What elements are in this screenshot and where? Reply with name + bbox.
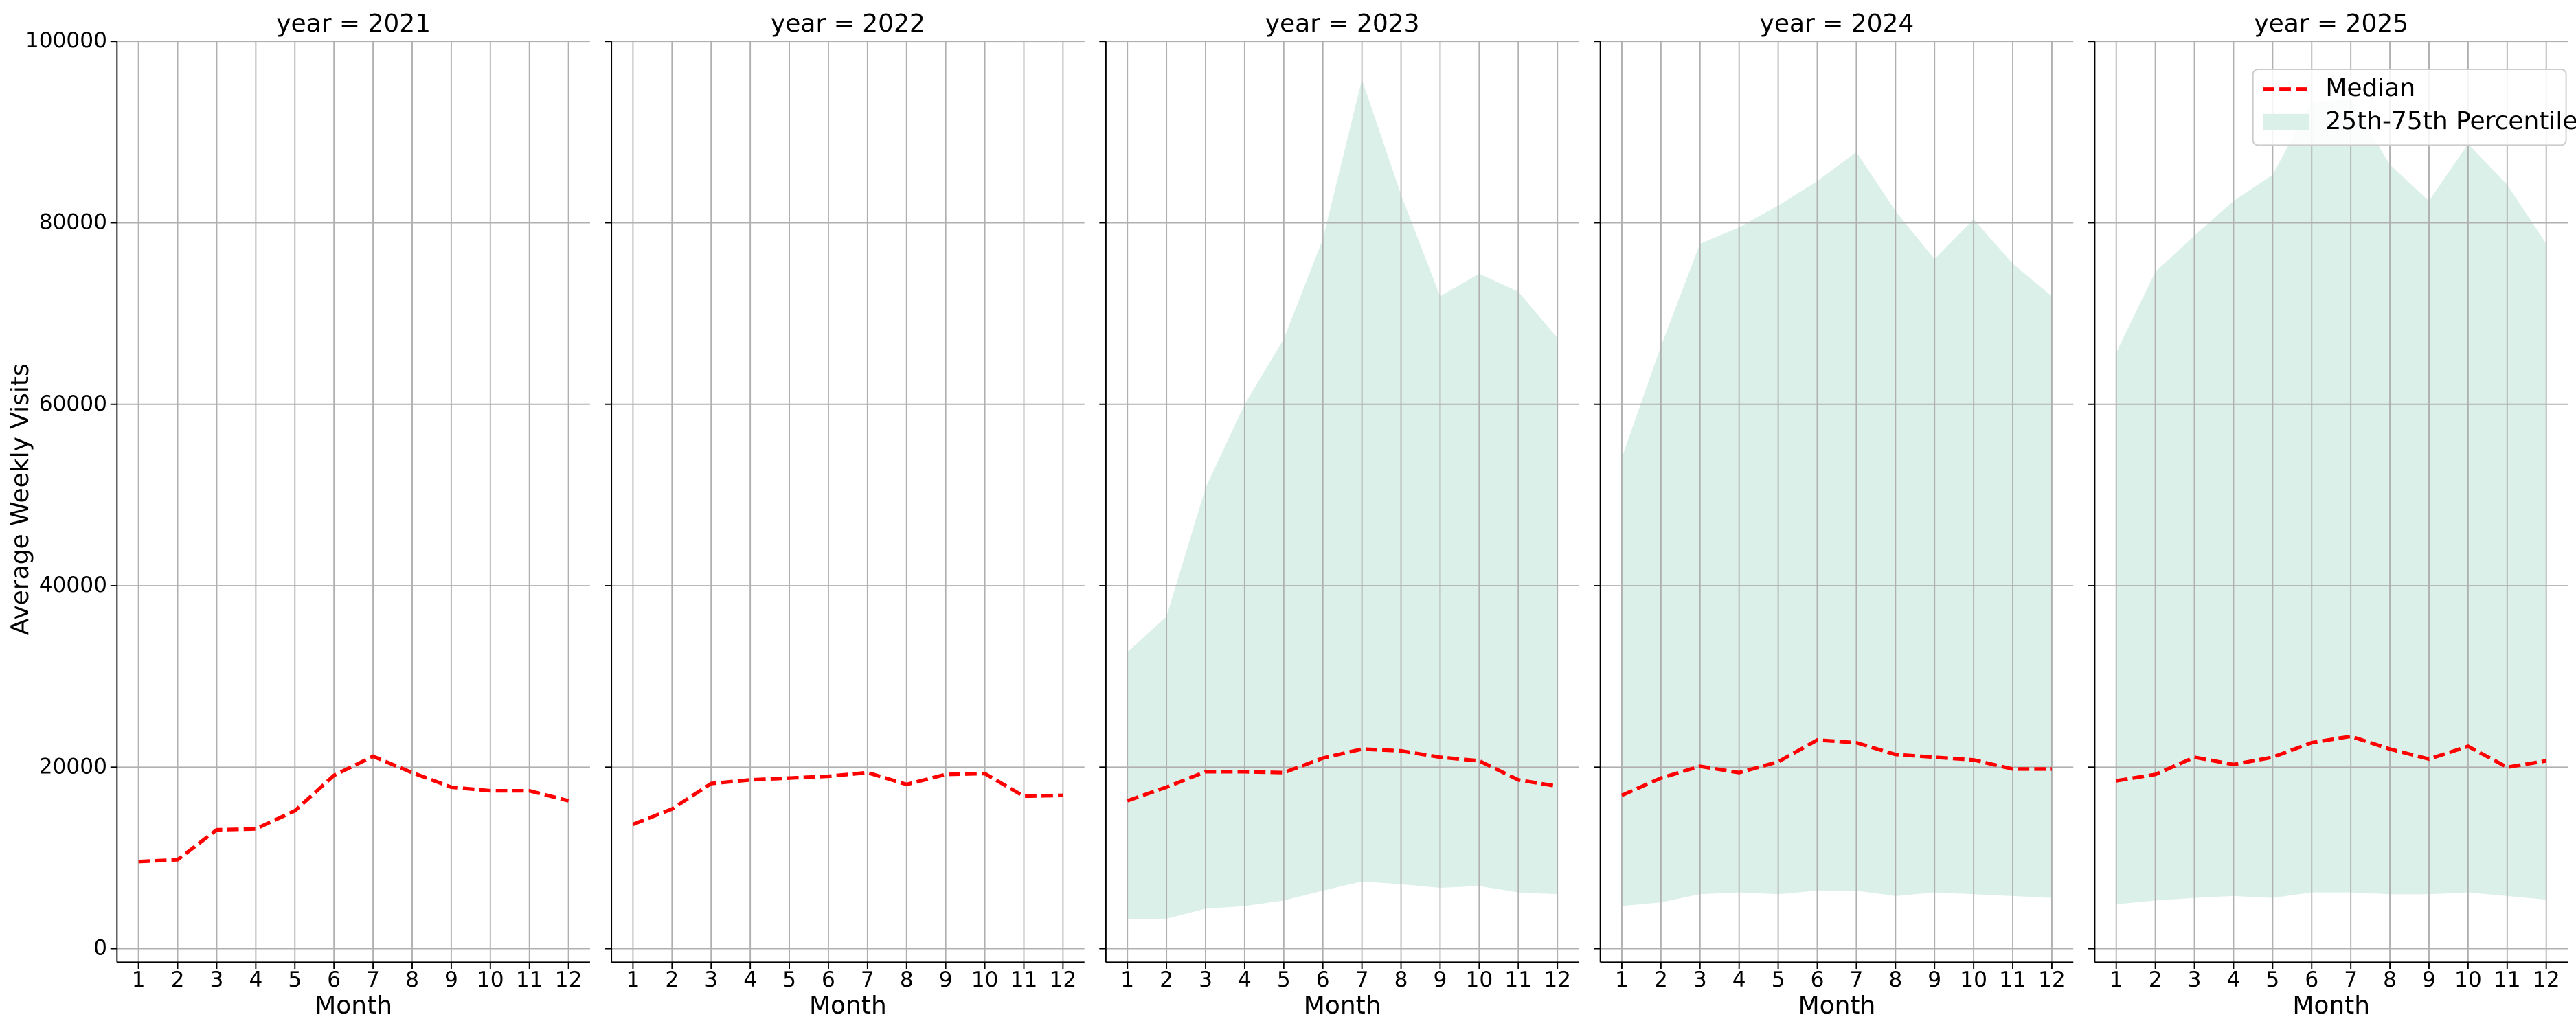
- y-tick-label: 80000: [39, 209, 107, 234]
- x-tick-label: 2: [1160, 968, 1173, 992]
- x-tick-label: 11: [516, 968, 543, 992]
- x-tick-label: 12: [1544, 968, 1571, 992]
- x-tick-label: 5: [1277, 968, 1291, 992]
- x-tick-label: 12: [2038, 968, 2066, 992]
- y-tick-label: 100000: [25, 28, 107, 53]
- x-tick-label: 3: [704, 968, 718, 992]
- x-tick-label: 12: [555, 968, 583, 992]
- x-tick-label: 10: [1466, 968, 1493, 992]
- x-tick-label: 11: [1010, 968, 1038, 992]
- x-tick-label: 10: [971, 968, 999, 992]
- x-tick-label: 3: [2188, 968, 2202, 992]
- x-axis-label: Month: [315, 992, 392, 1020]
- x-tick-label: 9: [444, 968, 458, 992]
- panel-title: year = 2024: [1760, 10, 1914, 38]
- x-tick-label: 3: [210, 968, 224, 992]
- x-tick-label: 4: [1732, 968, 1746, 992]
- median-line: [1127, 747, 1558, 803]
- y-tick-label: 0: [93, 936, 107, 961]
- x-tick-label: 8: [900, 968, 914, 992]
- x-tick-label: 9: [1434, 968, 1447, 992]
- median-line: [138, 754, 569, 864]
- y-axis-label: Average Weekly Visits: [6, 363, 34, 635]
- median-line: [1620, 737, 2052, 797]
- x-tick-label: 4: [249, 968, 262, 992]
- x-tick-label: 1: [1615, 968, 1629, 992]
- x-tick-label: 7: [861, 968, 874, 992]
- x-tick-label: 4: [1238, 968, 1252, 992]
- x-tick-label: 8: [1394, 968, 1408, 992]
- x-tick-label: 1: [132, 968, 146, 992]
- x-tick-label: 2: [1654, 968, 1668, 992]
- x-tick-label: 6: [1811, 968, 1824, 992]
- x-tick-label: 12: [1050, 968, 1077, 992]
- x-tick-label: 5: [288, 968, 302, 992]
- x-tick-label: 9: [1928, 968, 1941, 992]
- x-tick-label: 11: [1504, 968, 1532, 992]
- x-tick-label: 10: [2454, 968, 2482, 992]
- x-tick-label: 5: [782, 968, 796, 992]
- x-axis-label: Month: [809, 992, 887, 1020]
- x-tick-label: 1: [2110, 968, 2123, 992]
- panel-title: year = 2025: [2254, 10, 2408, 38]
- x-tick-label: 8: [1888, 968, 1902, 992]
- x-tick-label: 9: [939, 968, 953, 992]
- x-tick-label: 4: [2227, 968, 2241, 992]
- x-tick-label: 8: [2383, 968, 2397, 992]
- percentile-band: [2116, 99, 2546, 904]
- legend-box: [2252, 69, 2567, 146]
- legend-label: 25th-75th Percentile: [2325, 107, 2576, 135]
- x-tick-label: 10: [1960, 968, 1987, 992]
- percentile-band: [1621, 152, 2052, 906]
- x-tick-label: 5: [2266, 968, 2279, 992]
- x-tick-label: 8: [405, 968, 419, 992]
- legend-swatch: [2263, 113, 2309, 130]
- x-axis-label: Month: [1798, 992, 1876, 1020]
- x-tick-label: 3: [1693, 968, 1707, 992]
- x-tick-label: 10: [477, 968, 504, 992]
- x-axis-label: Month: [2292, 992, 2370, 1020]
- y-tick-label: 40000: [39, 573, 107, 597]
- x-tick-label: 2: [665, 968, 679, 992]
- y-tick-label: 20000: [39, 754, 107, 779]
- x-tick-label: 7: [1355, 968, 1369, 992]
- panel-title: year = 2023: [1265, 10, 1420, 38]
- x-tick-label: 6: [2305, 968, 2318, 992]
- median-line: [632, 770, 1063, 827]
- x-tick-label: 2: [2149, 968, 2162, 992]
- median-line: [2116, 734, 2547, 783]
- legend-label: Median: [2325, 74, 2415, 102]
- panel-title: year = 2022: [771, 10, 925, 38]
- legend: Median 25th-75th Percentile: [2252, 69, 2576, 146]
- x-tick-label: 12: [2533, 968, 2560, 992]
- x-tick-label: 6: [327, 968, 341, 992]
- x-tick-label: 7: [1849, 968, 1863, 992]
- panel-title: year = 2021: [276, 10, 431, 38]
- y-tick-label: 60000: [39, 391, 107, 416]
- x-tick-label: 1: [626, 968, 640, 992]
- x-tick-label: 6: [1316, 968, 1330, 992]
- x-tick-label: 3: [1199, 968, 1212, 992]
- x-tick-label: 5: [1772, 968, 1785, 992]
- x-tick-label: 4: [743, 968, 757, 992]
- x-tick-label: 11: [2494, 968, 2521, 992]
- x-tick-label: 6: [822, 968, 835, 992]
- x-tick-label: 2: [171, 968, 185, 992]
- x-tick-label: 1: [1120, 968, 1134, 992]
- x-tick-label: 9: [2422, 968, 2436, 992]
- x-tick-label: 7: [2344, 968, 2358, 992]
- x-tick-label: 11: [1999, 968, 2026, 992]
- percentile-band: [1127, 79, 1558, 919]
- x-tick-label: 7: [366, 968, 380, 992]
- x-axis-label: Month: [1304, 992, 1381, 1020]
